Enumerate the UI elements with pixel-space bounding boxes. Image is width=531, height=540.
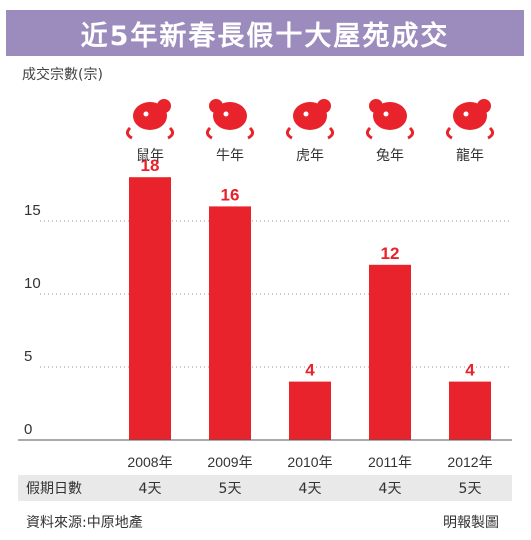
title-bar: 近5年新春長假十大屋苑成交 — [6, 10, 524, 56]
bar-2011年 — [369, 264, 411, 440]
x-tick-label: 2010年 — [287, 454, 332, 470]
source-note: 資料來源:中原地產 — [26, 515, 143, 531]
zodiac-label: 虎年 — [296, 148, 324, 164]
days-value: 5天 — [219, 481, 242, 497]
value-label: 4 — [465, 361, 475, 380]
days-row-bg — [18, 475, 512, 501]
days-value: 5天 — [459, 481, 482, 497]
bar-2008年 — [129, 177, 171, 440]
x-tick-label: 2012年 — [447, 454, 492, 470]
value-label: 16 — [221, 185, 240, 204]
rat-icon — [125, 99, 175, 140]
y-tick-label: 15 — [24, 202, 41, 219]
days-value: 4天 — [299, 481, 322, 497]
bar-2010年 — [289, 381, 331, 440]
y-tick-label: 10 — [24, 275, 41, 292]
value-label: 4 — [305, 361, 315, 380]
zodiac-label: 龍年 — [456, 147, 484, 164]
dragon-icon — [445, 99, 495, 140]
value-label: 18 — [141, 156, 160, 175]
y-axis-label: 成交宗數(宗) — [22, 67, 103, 83]
tiger-icon — [285, 99, 335, 140]
x-tick-label: 2009年 — [207, 454, 252, 470]
zodiac-label: 兔年 — [376, 148, 404, 164]
chart-title: 近5年新春長假十大屋苑成交 — [80, 20, 450, 52]
x-tick-label: 2011年 — [368, 454, 412, 470]
bar-2012年 — [449, 381, 491, 440]
credit-note: 明報製圖 — [443, 515, 499, 531]
zodiac-label: 牛年 — [216, 148, 244, 164]
ox-icon — [205, 99, 255, 140]
days-value: 4天 — [379, 481, 402, 497]
y-tick-label: 5 — [24, 348, 32, 365]
value-label: 12 — [381, 244, 400, 263]
bar-2009年 — [209, 206, 251, 440]
zodiac-label: 鼠年 — [136, 148, 164, 164]
days-row-label: 假期日數 — [26, 481, 82, 497]
rabbit-icon — [365, 99, 415, 140]
x-tick-label: 2008年 — [127, 454, 172, 470]
y-tick-label: 0 — [24, 421, 32, 438]
days-value: 4天 — [139, 481, 162, 497]
